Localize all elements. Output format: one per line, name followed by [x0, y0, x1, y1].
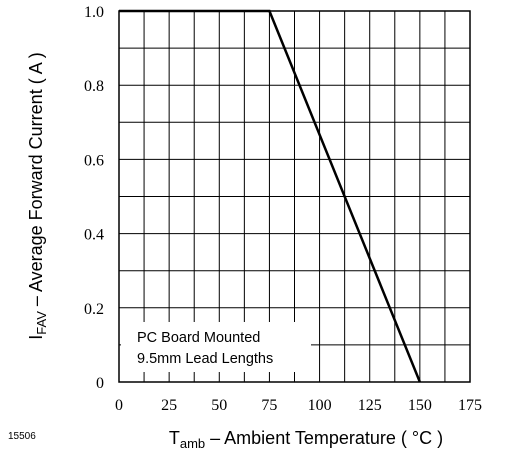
y-axis-label: IFAV – Average Forward Current ( A ) [26, 52, 49, 339]
x-axis-label-subscript: amb [180, 436, 205, 451]
y-axis-label-subscript: FAV [34, 311, 49, 335]
series-line [119, 9, 422, 383]
x-tick-label: 0 [115, 397, 123, 414]
y-tick-label: 0.8 [84, 78, 104, 95]
y-tick-label: 0.6 [84, 152, 104, 169]
annotation-line-2: 9.5mm Lead Lengths [137, 351, 273, 367]
y-tick-labels: 0 0.2 0.4 0.6 0.8 1.0 [84, 4, 104, 392]
x-tick-label: 50 [211, 397, 227, 414]
x-axis-label: Tamb – Ambient Temperature ( °C ) [169, 428, 443, 451]
x-tick-label: 125 [358, 397, 382, 414]
x-tick-labels: 0 25 50 75 100 125 150 175 [115, 397, 482, 414]
y-axis-label-suffix: – Average Forward Current ( A ) [26, 52, 46, 311]
y-axis-label-prefix: I [26, 335, 46, 340]
annotation-box [121, 322, 311, 372]
y-tick-label: 0.4 [84, 227, 104, 244]
y-tick-label: 1.0 [84, 4, 104, 21]
x-tick-label: 150 [408, 397, 432, 414]
x-tick-label: 75 [261, 397, 277, 414]
figure-number: 15506 [8, 431, 36, 442]
x-tick-label: 100 [308, 397, 332, 414]
y-tick-label: 0.2 [84, 301, 104, 318]
plot-frame [118, 10, 471, 383]
x-tick-label: 175 [458, 397, 482, 414]
annotation-line-1: PC Board Mounted [137, 330, 260, 346]
x-axis-label-prefix: T [169, 428, 180, 448]
x-tick-label: 25 [161, 397, 177, 414]
x-axis-label-suffix: – Ambient Temperature ( °C ) [205, 428, 443, 448]
y-tick-label: 0 [96, 375, 104, 392]
